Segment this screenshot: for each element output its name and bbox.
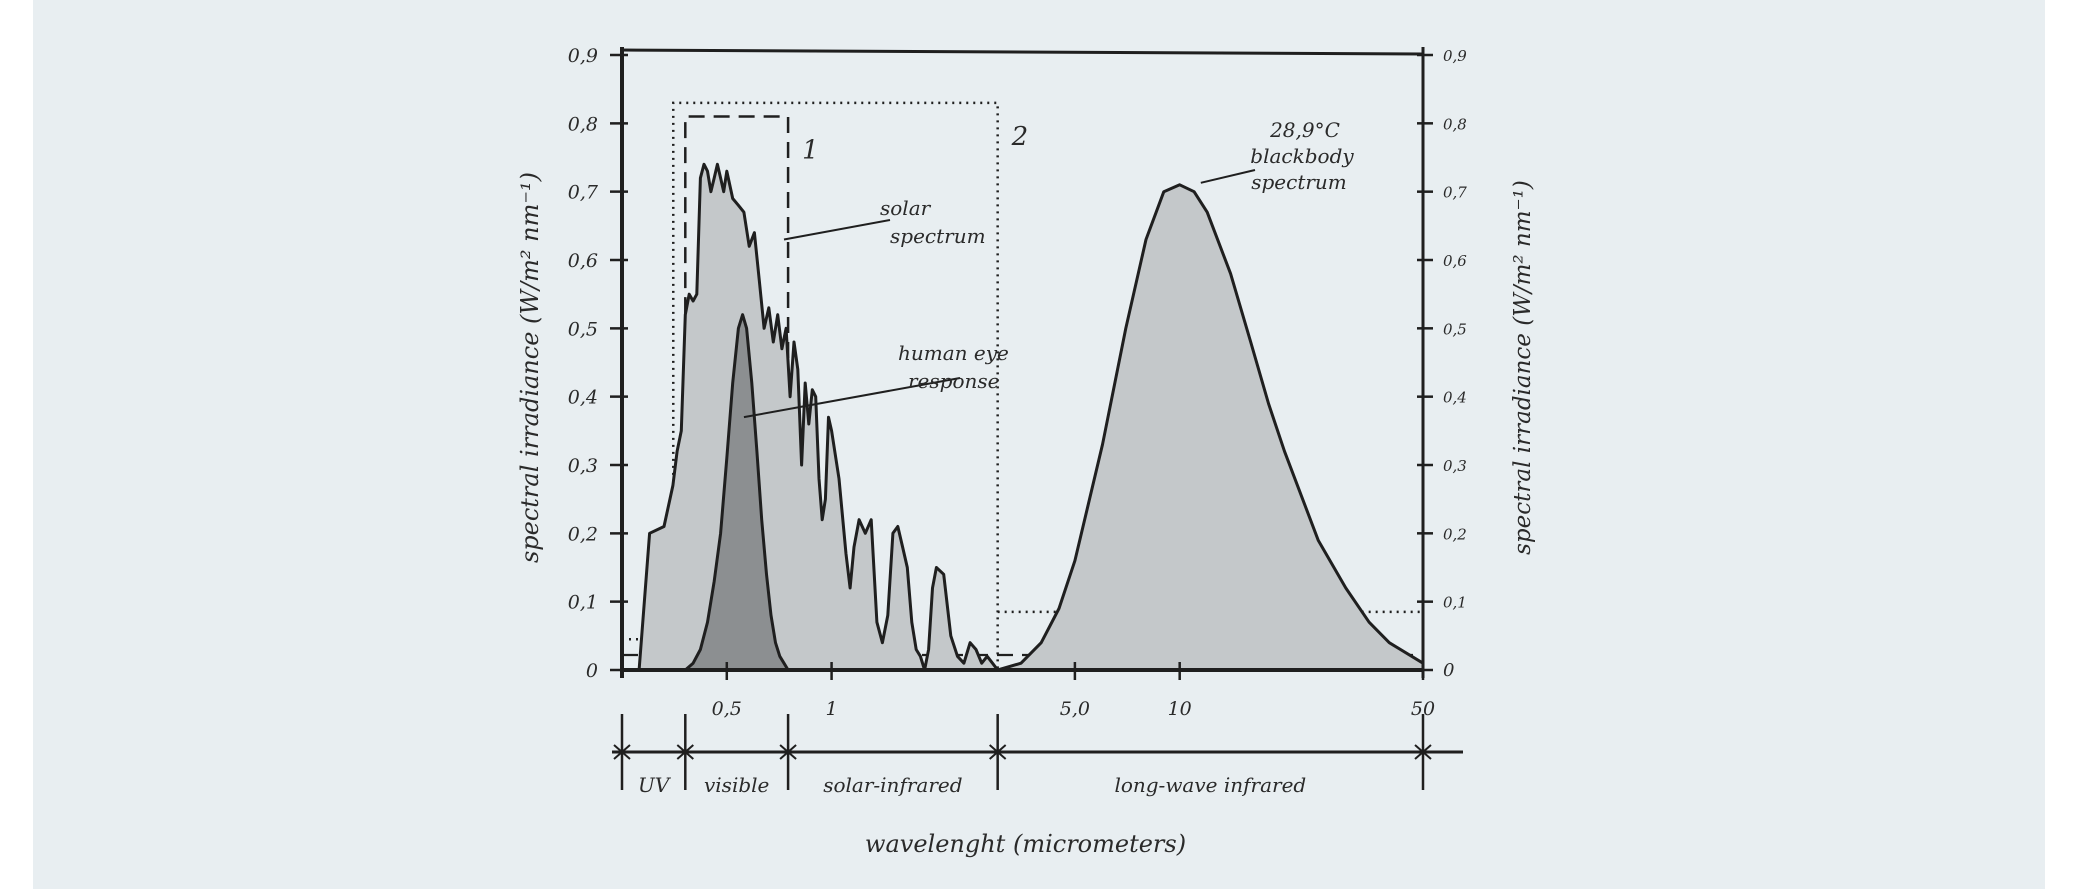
y-left-tick-label: 0,2	[568, 523, 598, 545]
y-right-tick-label: 0,9	[1443, 47, 1467, 65]
line-solar-spectrum	[637, 162, 999, 672]
figure-panel	[33, 0, 2045, 889]
eye-leader-line	[743, 377, 961, 419]
y-left-tick-label: 0,1	[568, 592, 598, 614]
eye-annotation: human eye response	[898, 341, 1009, 393]
window-1-label: 1	[802, 136, 819, 166]
band-arrowheads	[779, 744, 797, 760]
blackbody-annotation-line: blackbody	[1250, 144, 1354, 168]
window-2-outline	[672, 101, 999, 670]
band-label: UV	[638, 773, 672, 797]
solar-leader-line	[783, 219, 891, 241]
y-right-tick-label: 0,6	[1443, 252, 1467, 270]
y-axis-title-right: spectral irradiance (W/m² nm⁻¹)	[1510, 180, 1536, 555]
solar-annotation-line: solar	[880, 196, 932, 220]
chart-labels: 1 2 0 0,1 0,2 0,3 0,4 0,5 0,6 0,7 0,8 0,9 0 0,1 0,2 0,3…	[516, 45, 1536, 858]
x-tick-label: 5,0	[1060, 698, 1090, 720]
x-tick-label: 10	[1168, 698, 1192, 720]
area--c-blackbody-spectrum	[997, 184, 1423, 671]
y-left-tick-label: 0	[586, 660, 598, 682]
y-left-tick-label: 0,7	[568, 182, 599, 204]
y-right-tick-label: 0,8	[1443, 115, 1467, 133]
x-axis-title: wavelenght (micrometers)	[865, 830, 1186, 858]
y-right-tick-label: 0,7	[1443, 184, 1467, 202]
y-right-tick-label: 0,5	[1443, 320, 1467, 338]
band-arrowheads	[613, 744, 631, 760]
y-left-tick-label: 0,5	[568, 318, 598, 340]
x-tick-label: 1	[826, 698, 838, 720]
solar-annotation: solar spectrum	[880, 196, 986, 248]
series-areas	[637, 162, 1424, 672]
y-left-tick-label: 0,6	[568, 250, 598, 272]
axes	[610, 47, 1463, 790]
y-axis-title-left: spectral irradiance (W/m² nm⁻¹)	[516, 172, 544, 563]
y-left-tick-label: 0,4	[568, 387, 598, 409]
solar-annotation-line: spectrum	[890, 224, 986, 248]
band-arrowheads	[676, 744, 694, 760]
blackbody-annotation: 28,9°C blackbody spectrum	[1250, 118, 1354, 194]
y-left-tick-label: 0,9	[568, 45, 598, 67]
y-right-tick-label: 0	[1443, 660, 1454, 681]
line--c-blackbody-spectrum	[997, 183, 1424, 672]
band-label: solar-infrared	[823, 773, 962, 797]
area-human-eye-response	[685, 314, 789, 670]
eye-annotation-line: response	[908, 369, 999, 393]
y-left-tick-label: 0,8	[568, 113, 598, 135]
y-right-tick-label: 0,4	[1443, 389, 1467, 407]
y-right-tick-label: 0,3	[1443, 457, 1467, 475]
x-tick-label: 0,5	[712, 698, 742, 720]
y-right-tick-label: 0,1	[1443, 594, 1467, 612]
blackbody-annotation-line: 28,9°C	[1269, 118, 1340, 142]
band-label: long-wave infrared	[1114, 773, 1306, 797]
blackbody-annotation-line: spectrum	[1251, 170, 1347, 194]
blackbody-leader-line	[1200, 169, 1256, 184]
y-right-tick-label: 0,2	[1443, 525, 1467, 543]
band-arrowheads	[1414, 744, 1432, 760]
window-2-label: 2	[1011, 122, 1029, 152]
line-human-eye-response	[684, 313, 790, 672]
band-arrowheads	[989, 744, 1007, 760]
x-tick-label: 50	[1411, 698, 1435, 720]
y-left-tick-label: 0,3	[568, 455, 598, 477]
band-label: visible	[704, 773, 769, 797]
eye-annotation-line: human eye	[898, 341, 1009, 365]
top-border-line	[621, 48, 1424, 56]
